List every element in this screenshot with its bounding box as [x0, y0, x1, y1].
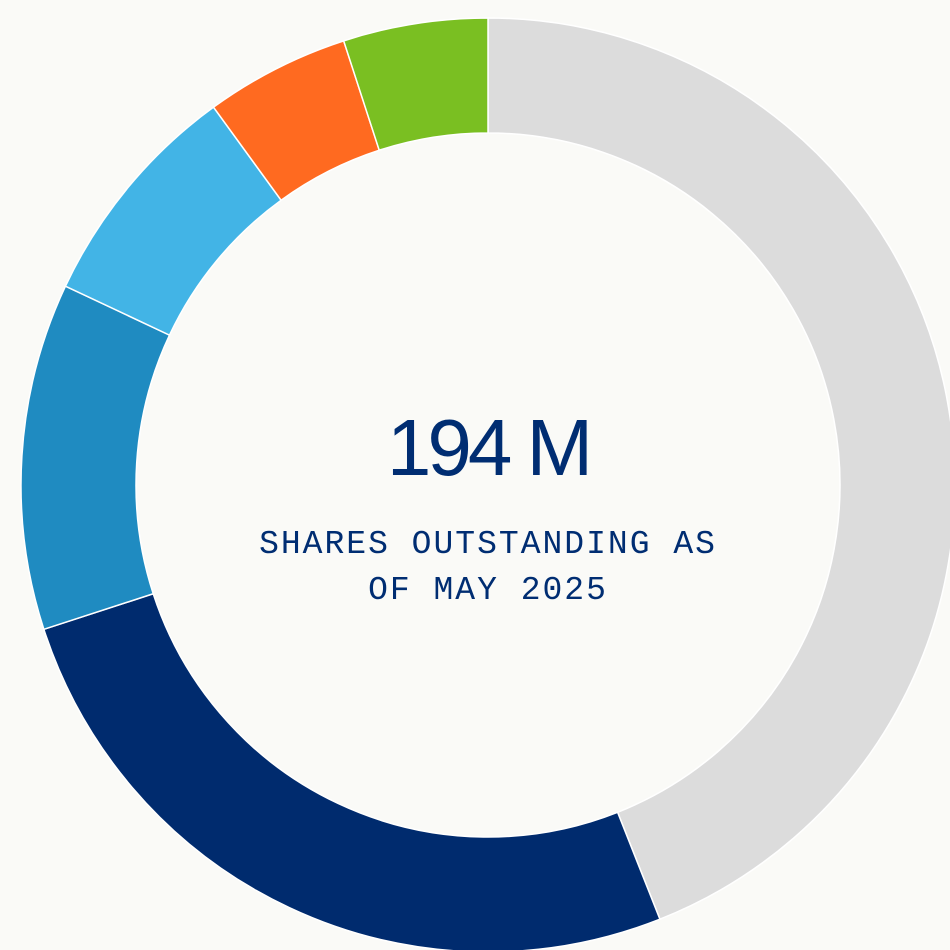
donut-segment: [342, 17, 489, 152]
donut-segment: [487, 17, 950, 921]
donut-segment: [20, 285, 171, 631]
donut-segment: [42, 592, 661, 950]
center-label: SHARES OUTSTANDING AS OF MAY 2025: [259, 526, 717, 609]
center-value: 194 M: [386, 403, 593, 492]
